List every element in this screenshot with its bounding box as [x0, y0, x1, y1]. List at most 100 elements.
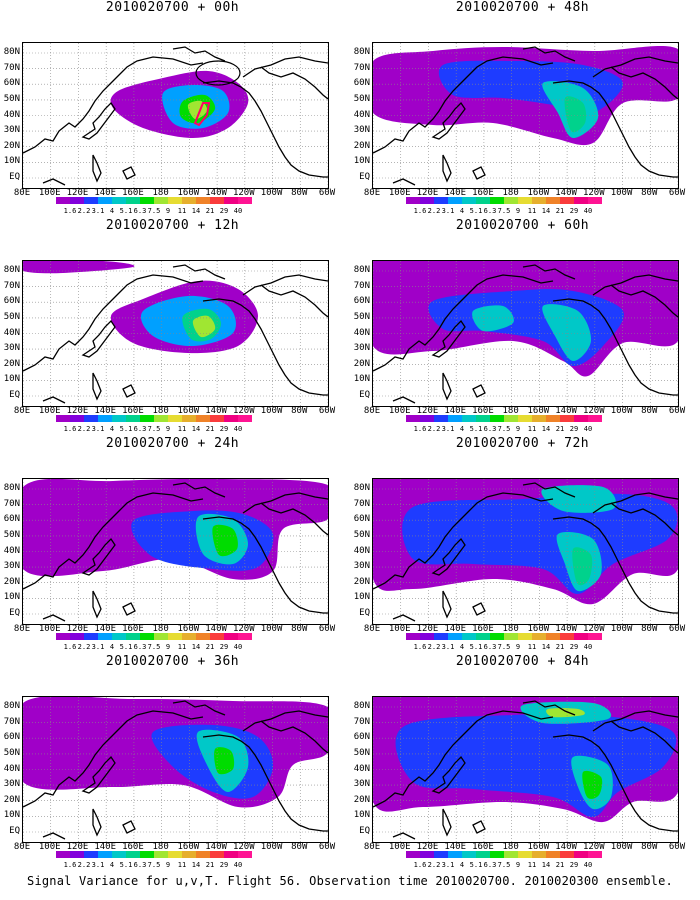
lon-label: 180 — [152, 406, 169, 416]
lon-label: 100W — [610, 188, 633, 198]
map-svg — [373, 479, 678, 624]
colorbar-label: 1.6 — [413, 643, 427, 651]
colorbar-swatch — [532, 415, 546, 422]
lon-label: 160W — [527, 842, 550, 852]
variance-contour — [572, 547, 593, 586]
colorbar-label: 5.1 — [119, 643, 133, 651]
lon-label: 60W — [668, 188, 686, 198]
colorbar-label: 6.3 — [133, 861, 147, 869]
lon-label: 160E — [472, 188, 494, 198]
lat-label: EQ — [359, 826, 370, 836]
lon-label: 160W — [177, 406, 200, 416]
colorbar-swatch — [574, 197, 588, 204]
lon-label: 60W — [318, 188, 336, 198]
lon-label: 80W — [641, 406, 658, 416]
colorbar-swatch — [532, 633, 546, 640]
lat-label: 30N — [3, 125, 20, 136]
coastline — [373, 710, 554, 808]
lat-label: 30N — [3, 561, 20, 572]
colorbar-label: 21 — [205, 643, 215, 651]
variance-contour — [212, 524, 238, 557]
lon-label: 100W — [610, 406, 633, 416]
colorbar-swatch — [406, 851, 420, 858]
lon-label: 80W — [641, 842, 658, 852]
variance-contour — [214, 747, 235, 775]
colorbar-swatch — [112, 415, 126, 422]
colorbar-swatch — [196, 415, 210, 422]
colorbar-swatch — [420, 851, 434, 858]
figure-caption: Signal Variance for u,v,T. Flight 56. Ob… — [27, 874, 673, 888]
colorbar-swatch — [196, 633, 210, 640]
colorbar-label: 6.3 — [133, 425, 147, 433]
colorbar-swatch — [504, 633, 518, 640]
lon-label: 120E — [416, 406, 439, 416]
colorbar-label: 7.5 — [497, 861, 511, 869]
lat-label: 20N — [353, 794, 370, 805]
colorbar-label: 21 — [555, 643, 565, 651]
lat-label: 80N — [353, 265, 370, 275]
colorbar-swatch — [112, 633, 126, 640]
lon-label: 60W — [668, 842, 686, 852]
lat-label: 30N — [353, 779, 370, 790]
lon-label: 100W — [260, 188, 283, 198]
colorbar-swatch — [168, 851, 182, 858]
colorbar-swatch — [476, 851, 490, 858]
lon-label: 140W — [555, 188, 577, 198]
variance-contour — [564, 96, 587, 133]
colorbar-label: 4 — [109, 861, 115, 869]
colorbar-label: 11 — [527, 643, 537, 651]
coastline — [242, 56, 328, 78]
lat-label: 40N — [353, 109, 370, 120]
colorbar-swatch — [182, 197, 196, 204]
lon-label: 100W — [260, 624, 283, 634]
coastline — [592, 274, 678, 296]
colorbar-swatch — [518, 633, 532, 640]
colorbar-label: 11 — [177, 207, 187, 215]
lon-label: 180 — [502, 188, 519, 198]
colorbar-swatch — [70, 197, 84, 204]
lat-label: 40N — [353, 545, 370, 556]
lon-label: 80W — [641, 188, 658, 198]
lat-label: 50N — [3, 311, 20, 322]
coastline — [522, 46, 576, 62]
colorbar-label: 9 — [515, 861, 521, 869]
colorbar-swatch — [224, 633, 238, 640]
lon-label: 100E — [38, 406, 61, 416]
colorbar-swatch — [518, 197, 532, 204]
lon-label: 120E — [416, 188, 439, 198]
colorbar-swatch — [490, 633, 504, 640]
colorbar-swatch — [588, 415, 602, 422]
colorbar-swatch — [238, 633, 252, 640]
lat-label: 30N — [353, 561, 370, 572]
lon-label: 100E — [38, 188, 61, 198]
panel-title: 2010020700 + 00h — [105, 0, 240, 15]
lon-label: 100W — [260, 842, 283, 852]
colorbar-swatch — [518, 851, 532, 858]
coastline — [23, 492, 204, 590]
colorbar-swatch — [210, 197, 224, 204]
coastline — [172, 482, 226, 498]
colorbar-swatch — [546, 633, 560, 640]
colorbar-label: 2.2 — [77, 425, 91, 433]
colorbar-swatch — [70, 415, 84, 422]
colorbar-label: 40 — [583, 425, 593, 433]
colorbar-label: 11 — [527, 207, 537, 215]
lat-label: 20N — [3, 140, 20, 151]
colorbar-swatch — [406, 633, 420, 640]
colorbar-swatch — [196, 197, 210, 204]
lat-label: 50N — [3, 93, 20, 104]
lon-label: 80E — [363, 842, 381, 852]
lon-label: 120E — [66, 406, 89, 416]
lat-label: 10N — [353, 810, 370, 821]
map-plot — [372, 42, 679, 189]
colorbar-swatch — [210, 851, 224, 858]
lon-label: 100E — [38, 624, 61, 634]
colorbar-swatch — [546, 197, 560, 204]
lon-label: 160W — [177, 188, 200, 198]
colorbar-label: 14 — [191, 207, 201, 215]
lat-label: 50N — [353, 529, 370, 540]
lon-label: 160E — [122, 406, 144, 416]
colorbar-label: 29 — [569, 861, 579, 869]
colorbar-label: 11 — [527, 425, 537, 433]
colorbar-label: 40 — [233, 861, 243, 869]
